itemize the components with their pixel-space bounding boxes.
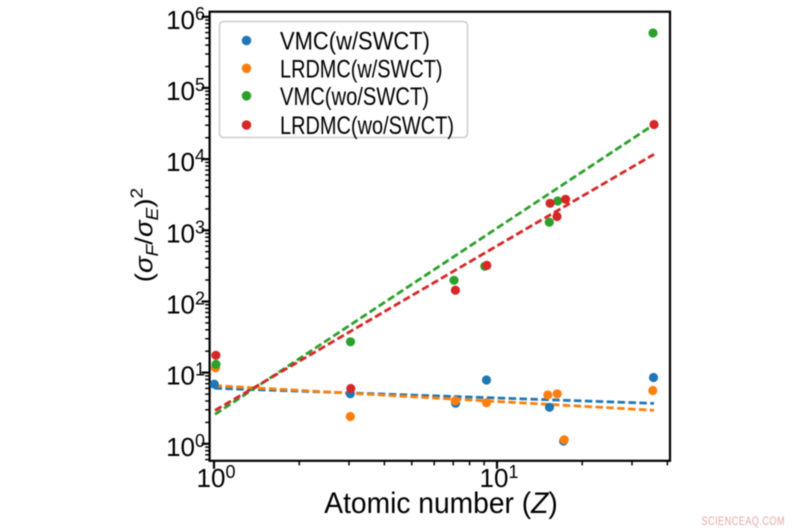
svg-text:Atomic number (Z): Atomic number (Z) xyxy=(324,487,557,520)
svg-text:LRDMC(wo/SWCT): LRDMC(wo/SWCT) xyxy=(280,112,454,140)
svg-text:VMC(w/SWCT): VMC(w/SWCT) xyxy=(280,28,430,56)
svg-text:VMC(wo/SWCT): VMC(wo/SWCT) xyxy=(280,83,429,111)
svg-text:LRDMC(w/SWCT): LRDMC(w/SWCT) xyxy=(280,55,443,83)
svg-text:SCIENCEAQ.COM: SCIENCEAQ.COM xyxy=(702,516,786,528)
svg-text:104: 104 xyxy=(166,146,205,177)
svg-text:(σF/σE)2: (σF/σE)2 xyxy=(126,188,161,282)
